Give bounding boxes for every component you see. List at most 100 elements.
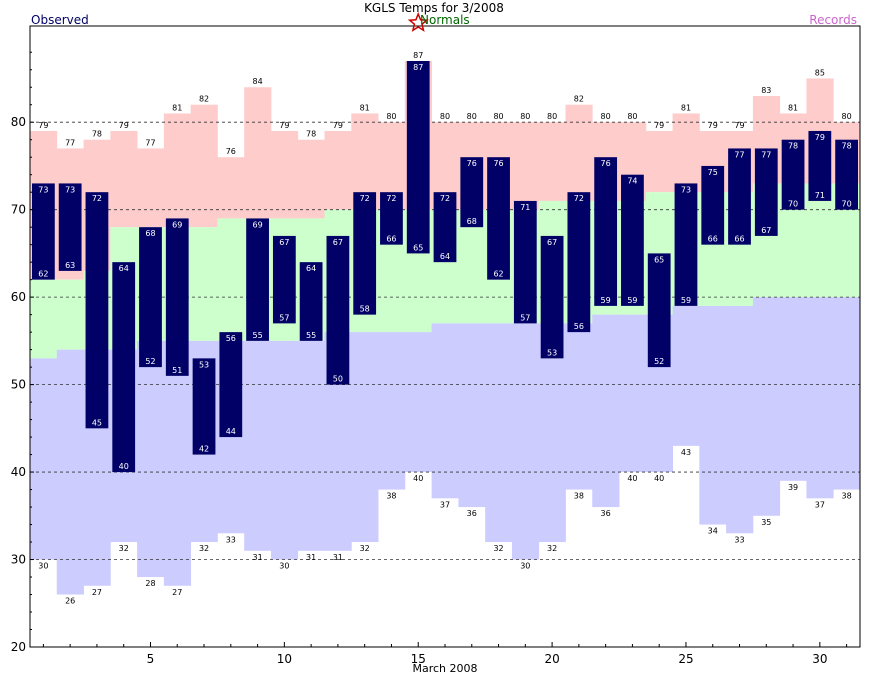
observed-bar-16	[433, 192, 457, 263]
observed-high-label-9: 69	[252, 220, 262, 229]
observed-bar-10	[272, 235, 296, 324]
observed-low-label-14: 66	[386, 235, 396, 244]
observed-low-label-9: 55	[252, 331, 262, 340]
record-high-label-1: 79	[38, 121, 48, 130]
observed-bar-4	[112, 262, 136, 473]
record-low-label-25: 43	[681, 448, 691, 457]
record-high-band-5	[137, 148, 165, 228]
observed-high-label-30: 79	[815, 133, 825, 142]
observed-high-label-12: 67	[333, 238, 343, 247]
observed-bar-1	[32, 183, 55, 280]
observed-high-label-31: 78	[842, 142, 852, 151]
observed-high-label-20: 67	[547, 238, 557, 247]
record-high-label-15: 87	[413, 51, 423, 60]
record-low-band-18	[485, 323, 513, 543]
observed-bar-20	[540, 235, 564, 359]
record-low-band-10	[270, 340, 299, 560]
y-tick-label-50: 50	[11, 378, 26, 392]
observed-high-label-26: 75	[708, 168, 718, 177]
x-tick-label-15: 15	[411, 652, 426, 666]
observed-bar-18	[487, 157, 510, 280]
record-high-label-5: 77	[145, 138, 155, 147]
observed-high-label-19: 71	[520, 203, 530, 212]
record-high-label-3: 78	[92, 130, 102, 139]
observed-low-label-21: 56	[574, 322, 584, 331]
record-low-label-14: 38	[386, 492, 396, 501]
observed-high-label-6: 69	[172, 220, 182, 229]
observed-bar-12	[326, 235, 350, 385]
record-high-band-7	[190, 104, 218, 228]
record-low-label-30: 37	[815, 500, 825, 509]
record-low-label-8: 33	[226, 535, 236, 544]
normal-band-30	[806, 183, 834, 298]
observed-low-label-28: 67	[761, 226, 771, 235]
observed-high-label-24: 65	[654, 255, 664, 264]
record-low-label-3: 27	[92, 588, 102, 597]
observed-low-label-3: 45	[92, 418, 102, 427]
observed-bar-5	[139, 227, 162, 368]
observed-high-label-22: 76	[601, 159, 611, 168]
x-tick-label-5: 5	[147, 652, 155, 666]
y-tick-label-40: 40	[11, 465, 26, 479]
observed-high-label-23: 74	[627, 177, 637, 186]
record-low-label-29: 39	[788, 483, 798, 492]
observed-low-label-26: 66	[708, 235, 718, 244]
record-high-band-19	[511, 122, 540, 210]
observed-low-label-4: 40	[119, 462, 129, 471]
record-low-band-19	[511, 323, 540, 560]
record-low-label-11: 31	[306, 553, 316, 562]
normal-band-8	[217, 218, 245, 341]
record-low-label-26: 34	[708, 527, 718, 536]
observed-high-label-27: 77	[734, 150, 744, 159]
observed-high-label-7: 53	[199, 360, 209, 369]
observed-low-label-25: 59	[681, 296, 691, 305]
observed-high-label-14: 72	[386, 194, 396, 203]
record-high-label-28: 83	[761, 86, 771, 95]
observed-low-label-15: 65	[413, 243, 423, 252]
record-high-label-13: 81	[360, 103, 370, 112]
record-high-label-6: 81	[172, 103, 182, 112]
normal-band-17	[458, 209, 486, 324]
record-high-label-29: 81	[788, 103, 798, 112]
observed-high-label-3: 72	[92, 194, 102, 203]
record-low-label-20: 32	[547, 544, 557, 553]
record-low-label-17: 36	[467, 509, 477, 518]
record-low-band-1	[30, 358, 58, 560]
record-low-band-22	[592, 314, 620, 508]
record-high-label-22: 80	[601, 112, 611, 121]
record-low-label-28: 35	[761, 518, 771, 527]
observed-bar-30	[808, 130, 832, 201]
observed-low-label-5: 52	[145, 357, 155, 366]
observed-bar-6	[165, 218, 189, 376]
y-tick-label-80: 80	[11, 115, 26, 129]
record-high-label-24: 79	[654, 121, 664, 130]
record-low-band-15	[404, 332, 433, 473]
record-high-band-20	[538, 122, 566, 201]
observed-low-label-17: 68	[467, 217, 477, 226]
record-low-label-24: 40	[654, 474, 664, 483]
observed-high-label-4: 64	[119, 264, 129, 273]
record-high-label-9: 84	[252, 77, 262, 86]
observed-high-label-10: 67	[279, 238, 289, 247]
record-low-label-13: 32	[360, 544, 370, 553]
observed-bar-21	[567, 192, 591, 333]
record-low-label-6: 27	[172, 588, 182, 597]
record-low-band-17	[458, 323, 486, 508]
observed-low-label-18: 62	[493, 270, 503, 279]
record-high-label-11: 78	[306, 130, 316, 139]
observed-high-label-5: 68	[145, 229, 155, 238]
record-high-label-14: 80	[386, 112, 396, 121]
observed-low-label-20: 53	[547, 348, 557, 357]
observed-high-label-21: 72	[574, 194, 584, 203]
observed-low-label-12: 50	[333, 375, 343, 384]
observed-bar-17	[460, 157, 484, 228]
x-tick-label-25: 25	[678, 652, 693, 666]
observed-high-label-18: 76	[493, 159, 503, 168]
observed-high-label-8: 56	[226, 334, 236, 343]
record-high-band-4	[110, 130, 138, 228]
observed-high-label-11: 64	[306, 264, 316, 273]
legend-observed: Observed	[31, 13, 89, 27]
record-low-label-15: 40	[413, 474, 423, 483]
observed-low-label-2: 63	[65, 261, 75, 270]
record-high-label-4: 79	[119, 121, 129, 130]
